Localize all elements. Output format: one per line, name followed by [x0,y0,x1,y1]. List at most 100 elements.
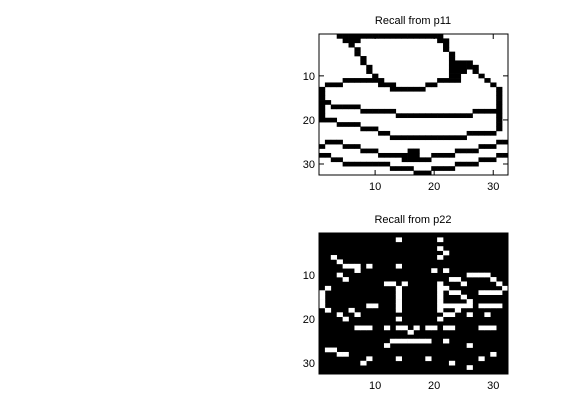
pixel-cell [383,281,391,287]
pixel-cell [484,108,491,114]
pixel-cell [425,157,432,163]
pixel-cell [336,157,343,163]
pixel-cell [443,152,450,158]
pixel-cell [319,290,326,295]
pixel-cell [407,338,414,344]
pixel-cell [366,356,373,362]
pixel-cell [407,34,414,39]
pixel-cell [448,303,456,309]
pixel-cell [443,135,450,141]
pixel-cell [448,69,456,74]
pixel-cell [448,78,456,83]
pixel-cell [419,157,426,163]
pixel-cell [413,152,420,158]
pixel-cell [389,135,397,141]
pixel-cell [342,277,349,282]
pixel-cell [478,108,485,114]
pixel-cell [378,161,385,167]
pixel-cell [336,82,343,88]
pixel-cell [419,86,426,92]
pixel-cell [389,108,397,114]
pixel-cell [319,91,326,96]
pixel-cell [490,130,497,136]
x-tick-label: 30 [487,380,499,392]
x-tick-label: 20 [428,181,440,193]
pixel-cell [443,250,450,256]
pixel-cell [324,347,332,353]
pixel-cell [472,161,479,167]
pixel-cell [431,325,438,331]
pixel-cell [496,100,503,105]
pixel-cell [330,157,338,163]
pixel-cell [348,122,355,127]
pixel-cell [401,113,408,119]
pixel-cell [431,82,438,88]
pixel-cell [448,60,456,66]
pixel-cell [448,51,456,57]
pixel-cell [366,303,373,309]
pixel-cell [407,148,414,154]
pixel-cell [366,263,373,269]
y-tick-label: 30 [303,159,315,171]
pixel-cell [478,144,485,149]
pixel-cell [454,69,462,74]
pixel-cell [466,113,473,119]
pixel-cell [319,144,326,149]
pixel-cell [437,166,444,171]
y-tick-label: 20 [303,314,315,326]
pixel-cell [443,47,450,52]
pixel-cell [460,64,467,70]
pixel-cell [437,38,444,44]
pixel-cell [366,126,373,132]
pixel-cell [443,312,450,318]
pixel-cell [478,272,485,278]
pixel-cell [354,104,361,110]
pixel-cell [395,299,402,304]
pixel-cell [466,303,473,309]
pixel-cell [319,299,326,304]
pixel-cell [472,272,479,278]
pixel-cell [401,157,408,163]
pixel-cell [431,166,438,171]
pixel-cell [348,161,355,167]
pixel-cell [383,325,391,331]
pixel-cell [466,161,473,167]
pixel-cell [454,290,462,295]
pixel-cell [484,312,491,318]
pixel-cell [330,347,338,353]
pixel-cell [448,113,456,119]
pixel-cell [490,82,497,88]
pixel-cell [378,108,385,114]
pixel-cell [342,38,349,44]
pixel-cell [354,47,361,52]
pixel-cell [336,312,343,318]
pixel-cell [319,100,326,105]
axes-frame [318,232,509,375]
pixel-cell [419,338,426,344]
pixel-cell [407,166,414,171]
pixel-cell [342,351,349,357]
pixel-cell [478,73,485,79]
pixel-cell [425,82,432,88]
pixel-cell [342,263,349,269]
pixel-cell [478,157,485,163]
pixel-cell [354,122,361,127]
pixel-cell [448,290,456,295]
pixel-cell [354,161,361,167]
pixel-cell [395,290,402,295]
pixel-cell [360,126,367,132]
pixel-cell [425,356,432,362]
pixel-cell [413,86,420,92]
pixel-cell [448,135,456,141]
pixel-cell [490,108,497,114]
pixel-cell [437,246,444,251]
axes-frame [318,33,509,176]
pixel-cell [466,299,473,304]
pixel-cell [437,285,444,291]
pixel-cell [437,255,444,260]
pixel-cell [466,60,473,66]
pixel-cell [348,144,355,149]
pixel-cell [336,104,343,110]
pixel-cell [437,281,444,287]
pixel-cell [319,95,326,101]
